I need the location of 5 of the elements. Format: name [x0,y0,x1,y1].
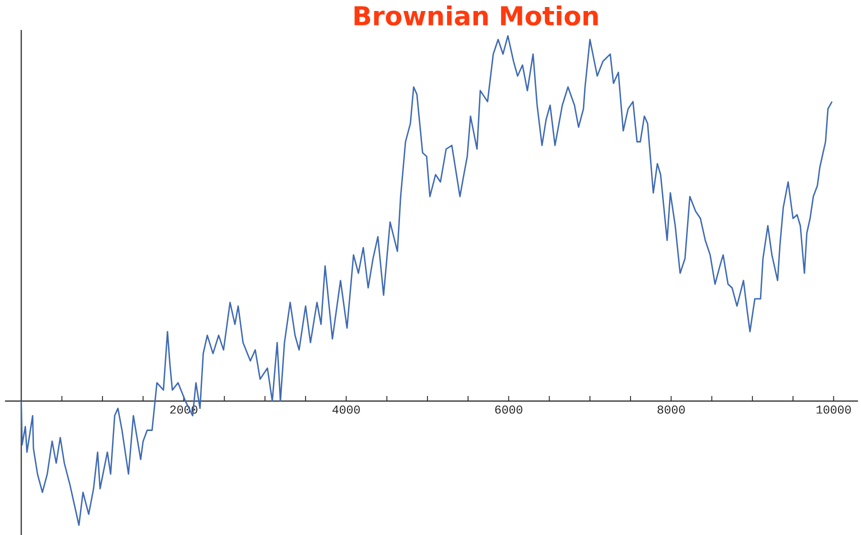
x-tick-label: 6000 [495,406,522,414]
x-tick-label: 10000 [816,406,851,414]
x-tick-label: 8000 [658,406,685,414]
x-tick-label: 4000 [332,406,360,414]
chart-title: Brownian Motion [354,6,598,26]
